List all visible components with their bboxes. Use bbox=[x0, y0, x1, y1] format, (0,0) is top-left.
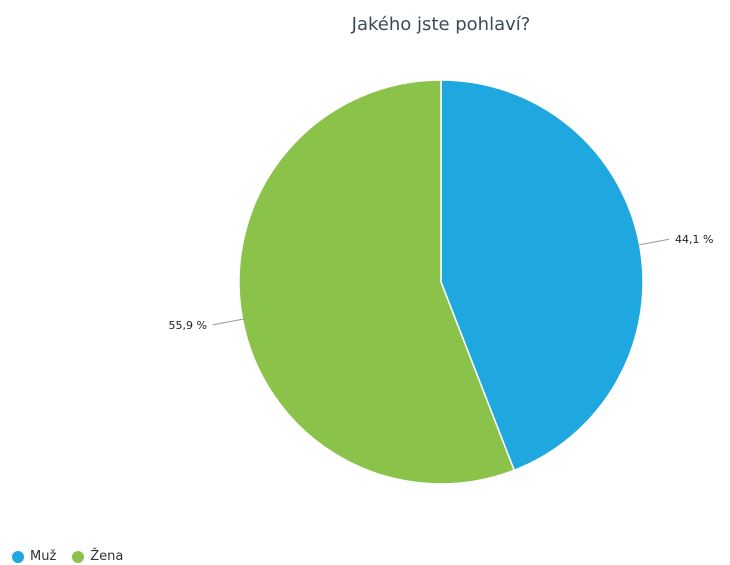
pie-chart: 44,1 % 55,9 % bbox=[169, 79, 714, 485]
legend: Muž Žena bbox=[12, 549, 123, 564]
pie-labels: 44,1 % 55,9 % bbox=[169, 233, 714, 332]
pie-connector-0 bbox=[637, 238, 670, 246]
legend-item-zena[interactable]: Žena bbox=[72, 549, 123, 564]
legend-label-zena: Žena bbox=[90, 549, 124, 564]
chart-title: Jakého jste pohlaví? bbox=[351, 14, 531, 35]
pie-label-1: 55,9 % bbox=[169, 319, 207, 332]
pie-slices bbox=[238, 79, 644, 485]
pie-connector-1 bbox=[212, 318, 245, 326]
legend-label-muz: Muž bbox=[30, 549, 57, 564]
legend-item-muz[interactable]: Muž bbox=[12, 549, 56, 564]
pie-label-0: 44,1 % bbox=[675, 233, 713, 246]
legend-swatch-muz bbox=[12, 550, 24, 563]
legend-swatch-zena bbox=[72, 550, 85, 563]
